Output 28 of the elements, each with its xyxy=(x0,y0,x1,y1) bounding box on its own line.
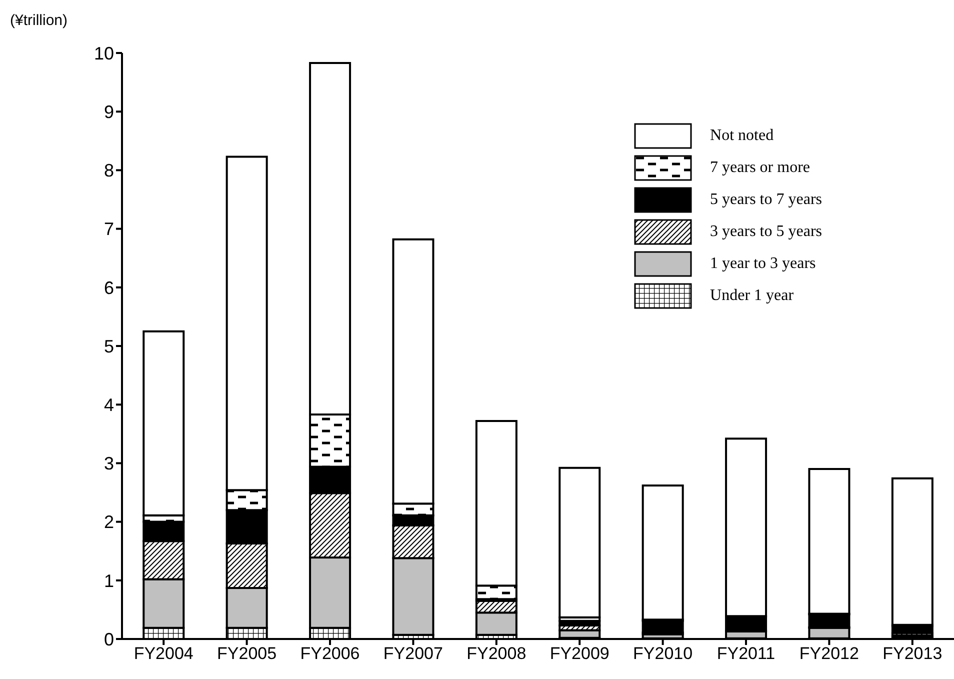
y-tick-label: 1 xyxy=(104,570,114,591)
x-tick-label: FY2008 xyxy=(466,644,526,664)
x-tick-label: FY2005 xyxy=(217,644,277,664)
y-tick-label: 6 xyxy=(104,278,114,298)
y-axis-title: (¥trillion) xyxy=(10,12,68,29)
x-tick-label: FY2004 xyxy=(134,644,194,664)
y-tick-label: 3 xyxy=(104,454,114,474)
legend-label: 5 years to 7 years xyxy=(710,191,822,209)
y-tick-label: 9 xyxy=(104,102,114,122)
legend-label: 3 years to 5 years xyxy=(710,223,822,241)
x-tick-label: FY2010 xyxy=(633,644,693,664)
x-tick-label: FY2011 xyxy=(716,644,776,664)
x-tick-label: FY2007 xyxy=(383,644,443,664)
x-tick-label: FY2013 xyxy=(882,644,942,664)
legend-label: Under 1 year xyxy=(710,287,794,305)
y-tick-label: 2 xyxy=(104,512,114,532)
y-tick-label: 4 xyxy=(104,394,114,415)
legend-label: 1 year to 3 years xyxy=(710,255,816,273)
legend-label: Not noted xyxy=(710,127,774,145)
x-tick-label: FY2012 xyxy=(799,644,859,664)
y-tick-label: 10 xyxy=(94,43,114,64)
legend-label: 7 years or more xyxy=(710,159,810,177)
x-tick-label: FY2009 xyxy=(550,644,610,664)
x-tick-label: FY2006 xyxy=(300,644,360,664)
y-tick-label: 5 xyxy=(104,336,114,356)
y-tick-label: 8 xyxy=(104,160,114,181)
y-tick-label: 0 xyxy=(104,629,114,650)
y-tick-label: 7 xyxy=(104,219,114,240)
